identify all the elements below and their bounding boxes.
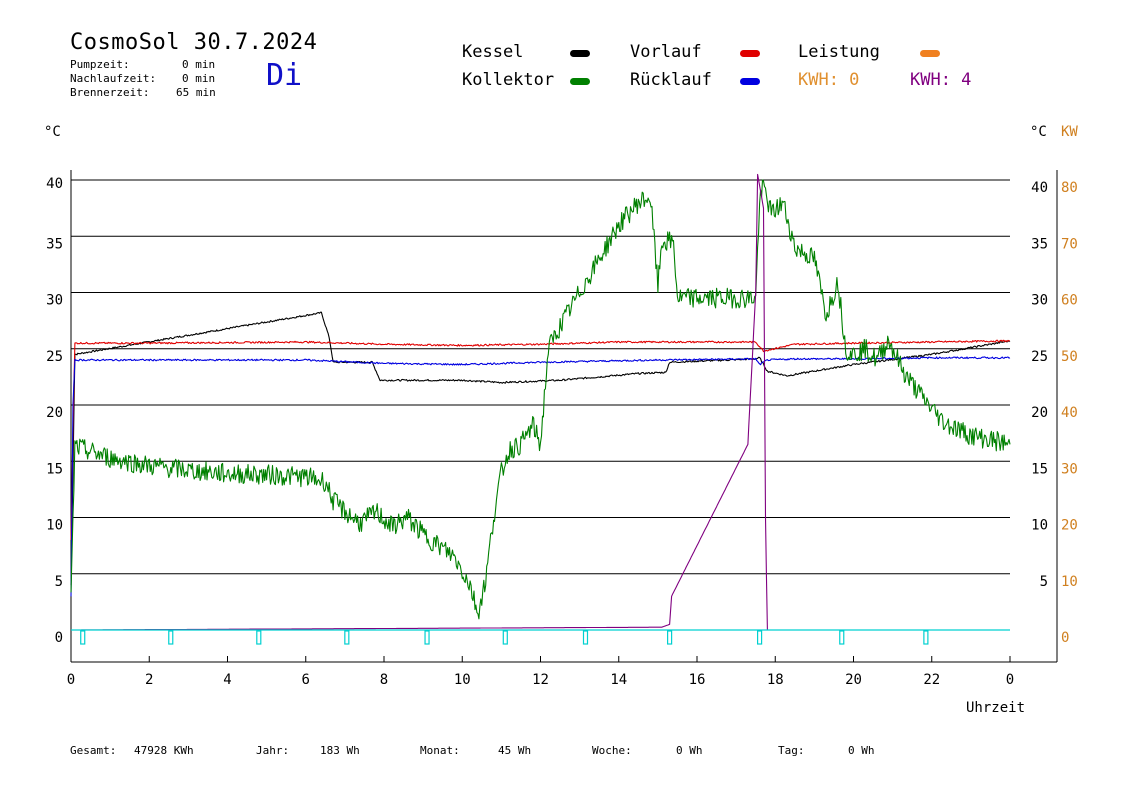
series-line-kessel [70, 311, 1011, 586]
x-axis-label: Uhrzeit [966, 700, 1026, 716]
series-line-kollektor [70, 179, 1011, 620]
right-y-tick-label-15: 15 [1031, 461, 1048, 477]
pump-marker-4 [424, 630, 430, 645]
footer-jahr-label: Jahr: [256, 744, 290, 757]
x-tick-label-0: 0 [67, 672, 75, 688]
pump-marker-9 [839, 630, 845, 645]
y-tick-label-30: 30 [46, 293, 63, 309]
legend-ruecklauf-label: Rücklauf [630, 70, 712, 90]
right-y-tick-label-40: 40 [1031, 180, 1048, 196]
pump-marker-0 [80, 630, 86, 645]
pump-marker-10 [923, 630, 929, 645]
footer-tag-value: 0 Wh [848, 744, 875, 757]
kw-tick-label-50: 50 [1061, 349, 1078, 365]
series-line-leistung [71, 173, 1010, 631]
kw-tick-label-70: 70 [1061, 236, 1078, 252]
pump-marker-5 [502, 630, 508, 645]
left-unit-label: °C [44, 124, 61, 140]
legend-leistung-swatch [920, 50, 940, 57]
legend-kollektor-swatch [570, 78, 590, 85]
legend-kwh-purple: KWH: 4 [910, 70, 972, 90]
stat-label-pumpzeit: Pumpzeit: [70, 58, 130, 71]
right-y-tick-label-5: 5 [1040, 574, 1048, 590]
x-tick-label-5: 10 [454, 672, 471, 688]
right-y-tick-label-30: 30 [1031, 293, 1048, 309]
legend-kwh-orange: KWH: 0 [798, 70, 860, 90]
stat-label-brennerzeit: Brennerzeit: [70, 86, 150, 99]
x-tick-label-6: 12 [532, 672, 549, 688]
y-tick-label-25: 25 [46, 349, 63, 365]
legend-leistung-label: Leistung [798, 42, 880, 62]
x-tick-label-1: 2 [145, 672, 153, 688]
y-tick-label-40: 40 [46, 176, 63, 192]
stat-value-pumpzeit: 0 min [182, 58, 216, 71]
x-tick-label-11: 22 [923, 672, 940, 688]
right-y-tick-label-10: 10 [1031, 518, 1048, 534]
pump-marker-2 [256, 630, 262, 645]
legend-ruecklauf-swatch [740, 78, 760, 85]
kw-tick-label-80: 80 [1061, 180, 1078, 196]
series-line-rcklauf [70, 356, 1011, 597]
pump-marker-6 [582, 630, 589, 645]
legend-kessel-label: Kessel [462, 42, 524, 62]
kw-tick-label-40: 40 [1061, 405, 1078, 421]
right-y-tick-label-35: 35 [1031, 236, 1048, 252]
right-kw-unit-label: KW [1061, 124, 1078, 140]
pump-marker-8 [756, 630, 763, 645]
x-tick-label-4: 8 [380, 672, 388, 688]
x-tick-label-12: 0 [1006, 672, 1014, 688]
y-tick-label-15: 15 [46, 461, 63, 477]
legend-kollektor-label: Kollektor [462, 70, 555, 90]
series-line-vorlauf [70, 339, 1011, 541]
footer-jahr-value: 183 Wh [320, 744, 360, 757]
footer-gesamt-value: 47928 KWh [134, 744, 194, 757]
kw-tick-label-0: 0 [1061, 630, 1069, 646]
y-tick-label-0: 0 [55, 630, 63, 646]
stat-value-nachlaufzeit: 0 min [182, 72, 216, 85]
footer-woche-value: 0 Wh [676, 744, 703, 757]
x-tick-label-3: 6 [302, 672, 310, 688]
x-tick-label-7: 14 [610, 672, 627, 688]
x-tick-label-10: 20 [845, 672, 862, 688]
y-tick-label-5: 5 [55, 574, 63, 590]
right-y-tick-label-20: 20 [1031, 405, 1048, 421]
x-tick-label-2: 4 [223, 672, 231, 688]
legend-vorlauf-swatch [740, 50, 760, 57]
kw-tick-label-10: 10 [1061, 574, 1078, 590]
weekday-label: Di [266, 58, 303, 93]
page-title: CosmoSol 30.7.2024 [70, 30, 318, 55]
right-y-tick-label-25: 25 [1031, 349, 1048, 365]
legend-vorlauf-label: Vorlauf [630, 42, 702, 62]
x-tick-label-8: 16 [689, 672, 706, 688]
stat-value-brennerzeit: 65 min [176, 86, 216, 99]
footer-monat-value: 45 Wh [498, 744, 532, 757]
pump-marker-3 [344, 630, 350, 645]
y-tick-label-20: 20 [46, 405, 63, 421]
kw-tick-label-30: 30 [1061, 461, 1078, 477]
pump-marker-1 [168, 630, 174, 645]
kw-tick-label-20: 20 [1061, 518, 1078, 534]
footer-gesamt-label: Gesamt: [70, 744, 117, 757]
kw-tick-label-60: 60 [1061, 293, 1078, 309]
footer-monat-label: Monat: [420, 744, 460, 757]
x-tick-label-9: 18 [767, 672, 784, 688]
y-tick-label-35: 35 [46, 236, 63, 252]
footer-tag-label: Tag: [778, 744, 805, 757]
y-tick-label-10: 10 [46, 518, 63, 534]
pump-marker-7 [667, 630, 673, 645]
legend-kessel-swatch [570, 50, 590, 57]
stat-label-nachlaufzeit: Nachlaufzeit: [70, 72, 157, 85]
footer-woche-label: Woche: [592, 744, 632, 757]
right-unit-label: °C [1030, 124, 1047, 140]
